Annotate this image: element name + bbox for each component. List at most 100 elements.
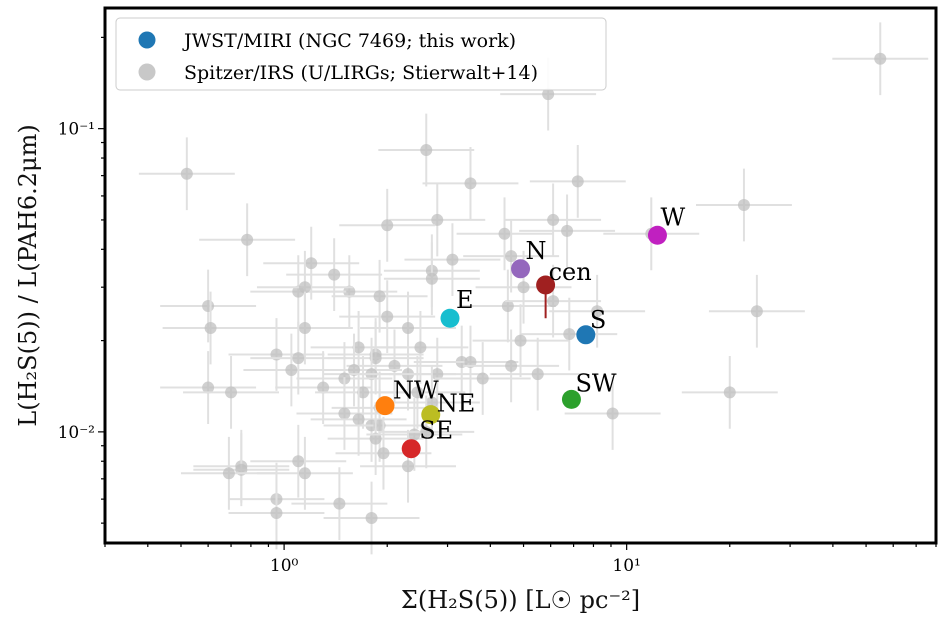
spitzer-point	[463, 219, 560, 293]
spitzer-marker	[365, 511, 378, 524]
spitzer-point	[339, 280, 436, 353]
spitzer-marker	[723, 386, 736, 399]
spitzer-marker	[348, 363, 361, 376]
jwst-marker	[647, 225, 667, 245]
jwst-marker	[576, 325, 596, 345]
axis-ticks: 10⁰ 10¹ 10⁻² 10⁻¹	[58, 36, 937, 576]
spitzer-point	[331, 259, 428, 333]
spitzer-point	[564, 377, 661, 450]
plot-frame	[103, 6, 938, 545]
jwst-point-label: W	[660, 203, 685, 231]
spitzer-marker	[420, 425, 433, 438]
jwst-marker	[511, 259, 531, 279]
y-axis-title: L(H₂S(5)) / L(PAH6.2μm)	[14, 124, 42, 426]
jwst-point-label: S	[590, 306, 606, 334]
spitzer-marker	[352, 341, 365, 354]
spitzer-point	[378, 113, 475, 187]
spitzer-point	[519, 194, 616, 268]
legend: JWST/MIRI (NGC 7469; this work) Spitzer/…	[115, 17, 607, 91]
spitzer-point	[529, 145, 626, 218]
jwst-marker	[440, 308, 460, 328]
spitzer-marker	[425, 272, 438, 285]
spitzer-point	[310, 382, 407, 456]
spitzer-point	[306, 333, 402, 407]
jwst-point-label: NE	[437, 390, 476, 418]
spitzer-point	[250, 255, 347, 329]
spitzer-marker	[750, 305, 763, 318]
spitzer-marker	[476, 372, 489, 385]
spitzer-marker	[606, 407, 619, 420]
spitzer-marker	[225, 386, 238, 399]
spitzer-marker	[357, 386, 370, 399]
spitzer-marker	[571, 175, 584, 188]
spitzer-point	[505, 264, 602, 338]
jwst-point-label: NW	[393, 377, 439, 405]
spitzer-marker	[381, 310, 394, 323]
spitzer-series	[138, 22, 929, 555]
spitzer-marker	[381, 219, 394, 232]
spitzer-point	[459, 269, 556, 343]
spitzer-point	[162, 291, 259, 365]
spitzer-marker	[531, 368, 544, 381]
jwst-point-label: SW	[575, 369, 616, 397]
spitzer-point	[250, 424, 347, 498]
spitzer-marker	[547, 295, 560, 308]
spitzer-point	[708, 274, 805, 348]
jwst-point-label: N	[526, 237, 547, 265]
spitzer-point	[339, 188, 436, 262]
spitzer-point	[383, 242, 480, 316]
spitzer-point	[505, 183, 602, 257]
spitzer-marker	[402, 322, 415, 335]
jwst-point-cen: cen	[536, 258, 592, 319]
spitzer-marker	[241, 233, 254, 246]
spitzer-marker	[292, 352, 305, 365]
spitzer-point	[275, 351, 372, 424]
spitzer-marker	[446, 253, 459, 266]
spitzer-marker	[542, 88, 555, 101]
spitzer-marker	[377, 447, 390, 460]
spitzer-marker	[414, 341, 427, 354]
spitzer-point	[389, 183, 486, 257]
legend-marker-jwst	[138, 31, 156, 49]
spitzer-marker	[369, 352, 382, 365]
jwst-point-sw: SW	[561, 369, 617, 409]
spitzer-point	[199, 203, 296, 277]
spitzer-marker	[298, 467, 311, 480]
spitzer-point	[369, 355, 466, 429]
x-tick-label: 10¹	[612, 556, 640, 576]
spitzer-marker	[514, 334, 527, 347]
spitzer-point	[456, 197, 553, 271]
spitzer-marker	[338, 407, 351, 420]
spitzer-marker	[204, 322, 217, 335]
spitzer-point	[389, 337, 486, 411]
jwst-point-label: E	[456, 286, 474, 314]
legend-label-jwst: JWST/MIRI (NGC 7469; this work)	[182, 30, 516, 52]
spitzer-marker	[222, 467, 235, 480]
spitzer-marker	[298, 281, 311, 294]
spitzer-point	[228, 476, 325, 550]
spitzer-marker	[285, 363, 298, 376]
spitzer-marker	[333, 497, 346, 510]
spitzer-marker	[328, 268, 341, 281]
spitzer-marker	[501, 300, 514, 313]
spitzer-marker	[402, 460, 415, 473]
spitzer-point	[832, 22, 929, 96]
jwst-point-se: SE	[401, 417, 453, 459]
spitzer-point	[160, 351, 257, 424]
legend-label-spitzer: Spitzer/IRS (U/LIRGs; Stierwalt+14)	[184, 62, 538, 84]
spitzer-marker	[464, 177, 477, 190]
jwst-marker	[536, 275, 556, 295]
spitzer-marker	[737, 199, 750, 212]
spitzer-marker	[547, 213, 560, 226]
jwst-marker	[561, 389, 581, 409]
y-tick-label: 10⁻²	[58, 423, 95, 443]
jwst-point-nw: NW	[375, 377, 439, 416]
spitzer-marker	[498, 227, 511, 240]
spitzer-marker	[561, 224, 574, 237]
spitzer-marker	[388, 359, 401, 372]
spitzer-marker	[317, 381, 330, 394]
spitzer-point	[183, 355, 280, 429]
spitzer-marker	[505, 250, 518, 263]
spitzer-marker	[874, 52, 887, 65]
